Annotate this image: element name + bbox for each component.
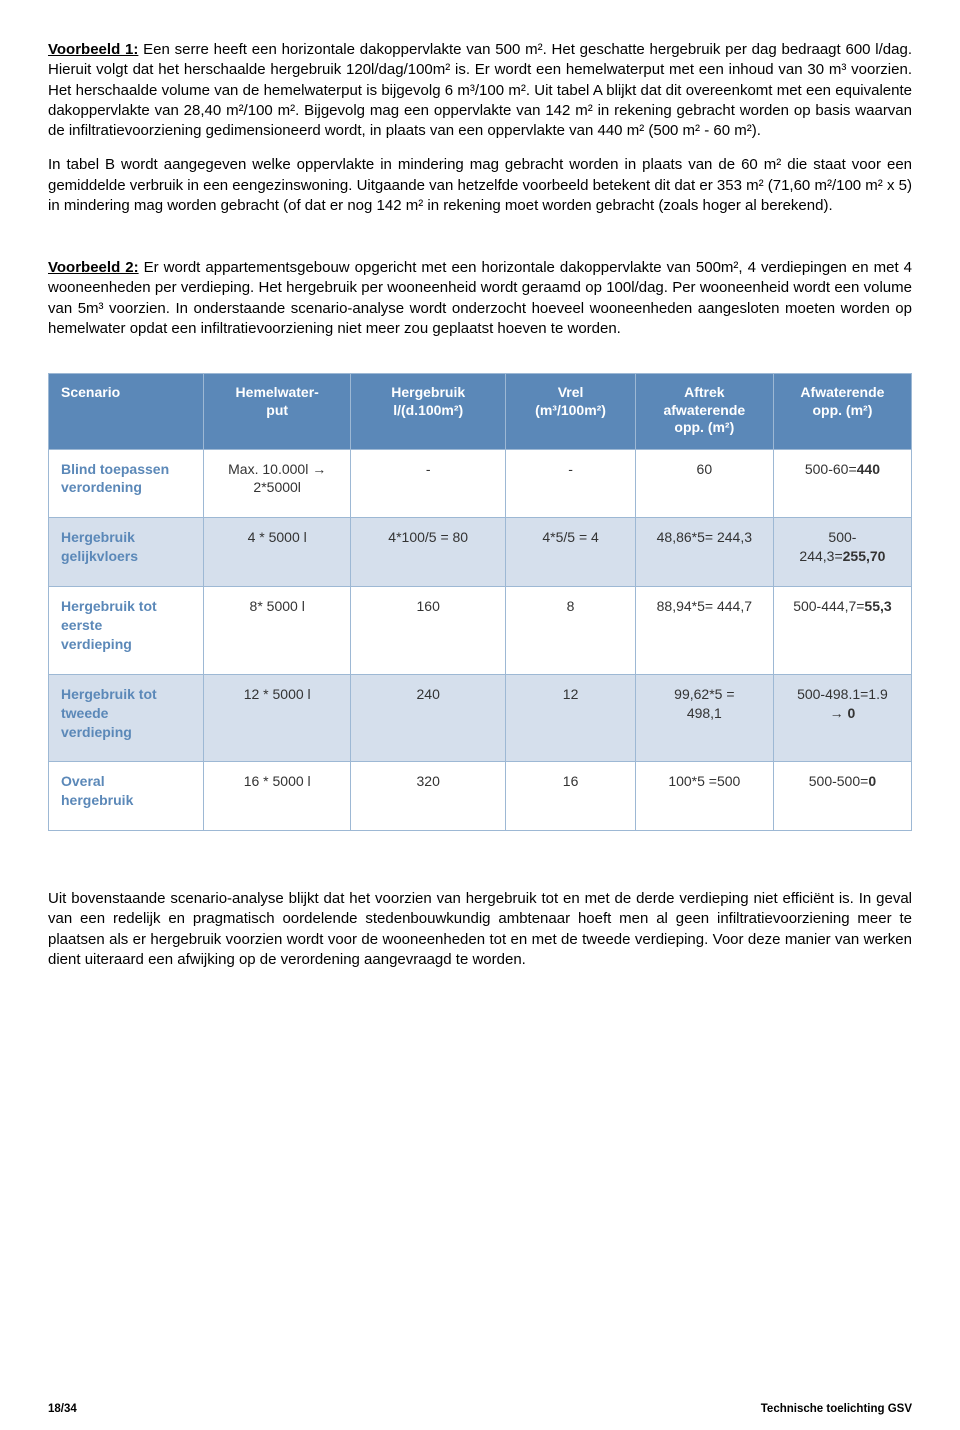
table-row: Hergebruik toteersteverdieping 8* 5000 l… xyxy=(49,587,912,675)
table-row: Overalhergebruik 16 * 5000 l 320 16 100*… xyxy=(49,762,912,831)
col-hemelwaterput: Hemelwater-put xyxy=(204,374,351,450)
example1-label: Voorbeeld 1: xyxy=(48,41,138,58)
table-row: Hergebruik tottweedeverdieping 12 * 5000… xyxy=(49,674,912,762)
col-aftrek: Aftrekafwaterendeopp. (m²) xyxy=(635,374,773,450)
table-row: Hergebruikgelijkvloers 4 * 5000 l 4*100/… xyxy=(49,518,912,587)
example1-para2: In tabel B wordt aangegeven welke opperv… xyxy=(48,155,912,216)
example2-text1: Er wordt appartementsgebouw opgericht me… xyxy=(48,259,912,337)
col-afwaterende: Afwaterendeopp. (m²) xyxy=(773,374,911,450)
footer-page-number: 18/34 xyxy=(48,1402,77,1418)
col-scenario: Scenario xyxy=(49,374,204,450)
closing-paragraph: Uit bovenstaande scenario-analyse blijkt… xyxy=(48,889,912,970)
scenario-table: Scenario Hemelwater-put Hergebruikl/(d.1… xyxy=(48,373,912,831)
col-vrel: Vrel(m³/100m²) xyxy=(506,374,635,450)
footer-title: Technische toelichting GSV xyxy=(761,1402,912,1418)
table-row: Blind toepassenverordening Max. 10.000l … xyxy=(49,449,912,518)
table-header-row: Scenario Hemelwater-put Hergebruikl/(d.1… xyxy=(49,374,912,450)
example2-label: Voorbeeld 2: xyxy=(48,259,139,276)
page-footer: 18/34 Technische toelichting GSV xyxy=(48,1402,912,1418)
col-hergebruik: Hergebruikl/(d.100m²) xyxy=(351,374,506,450)
example2-para1: Voorbeeld 2: Er wordt appartementsgebouw… xyxy=(48,258,912,339)
example1-text1: Een serre heeft een horizontale dakopper… xyxy=(48,41,912,139)
example1-para1: Voorbeeld 1: Een serre heeft een horizon… xyxy=(48,40,912,141)
